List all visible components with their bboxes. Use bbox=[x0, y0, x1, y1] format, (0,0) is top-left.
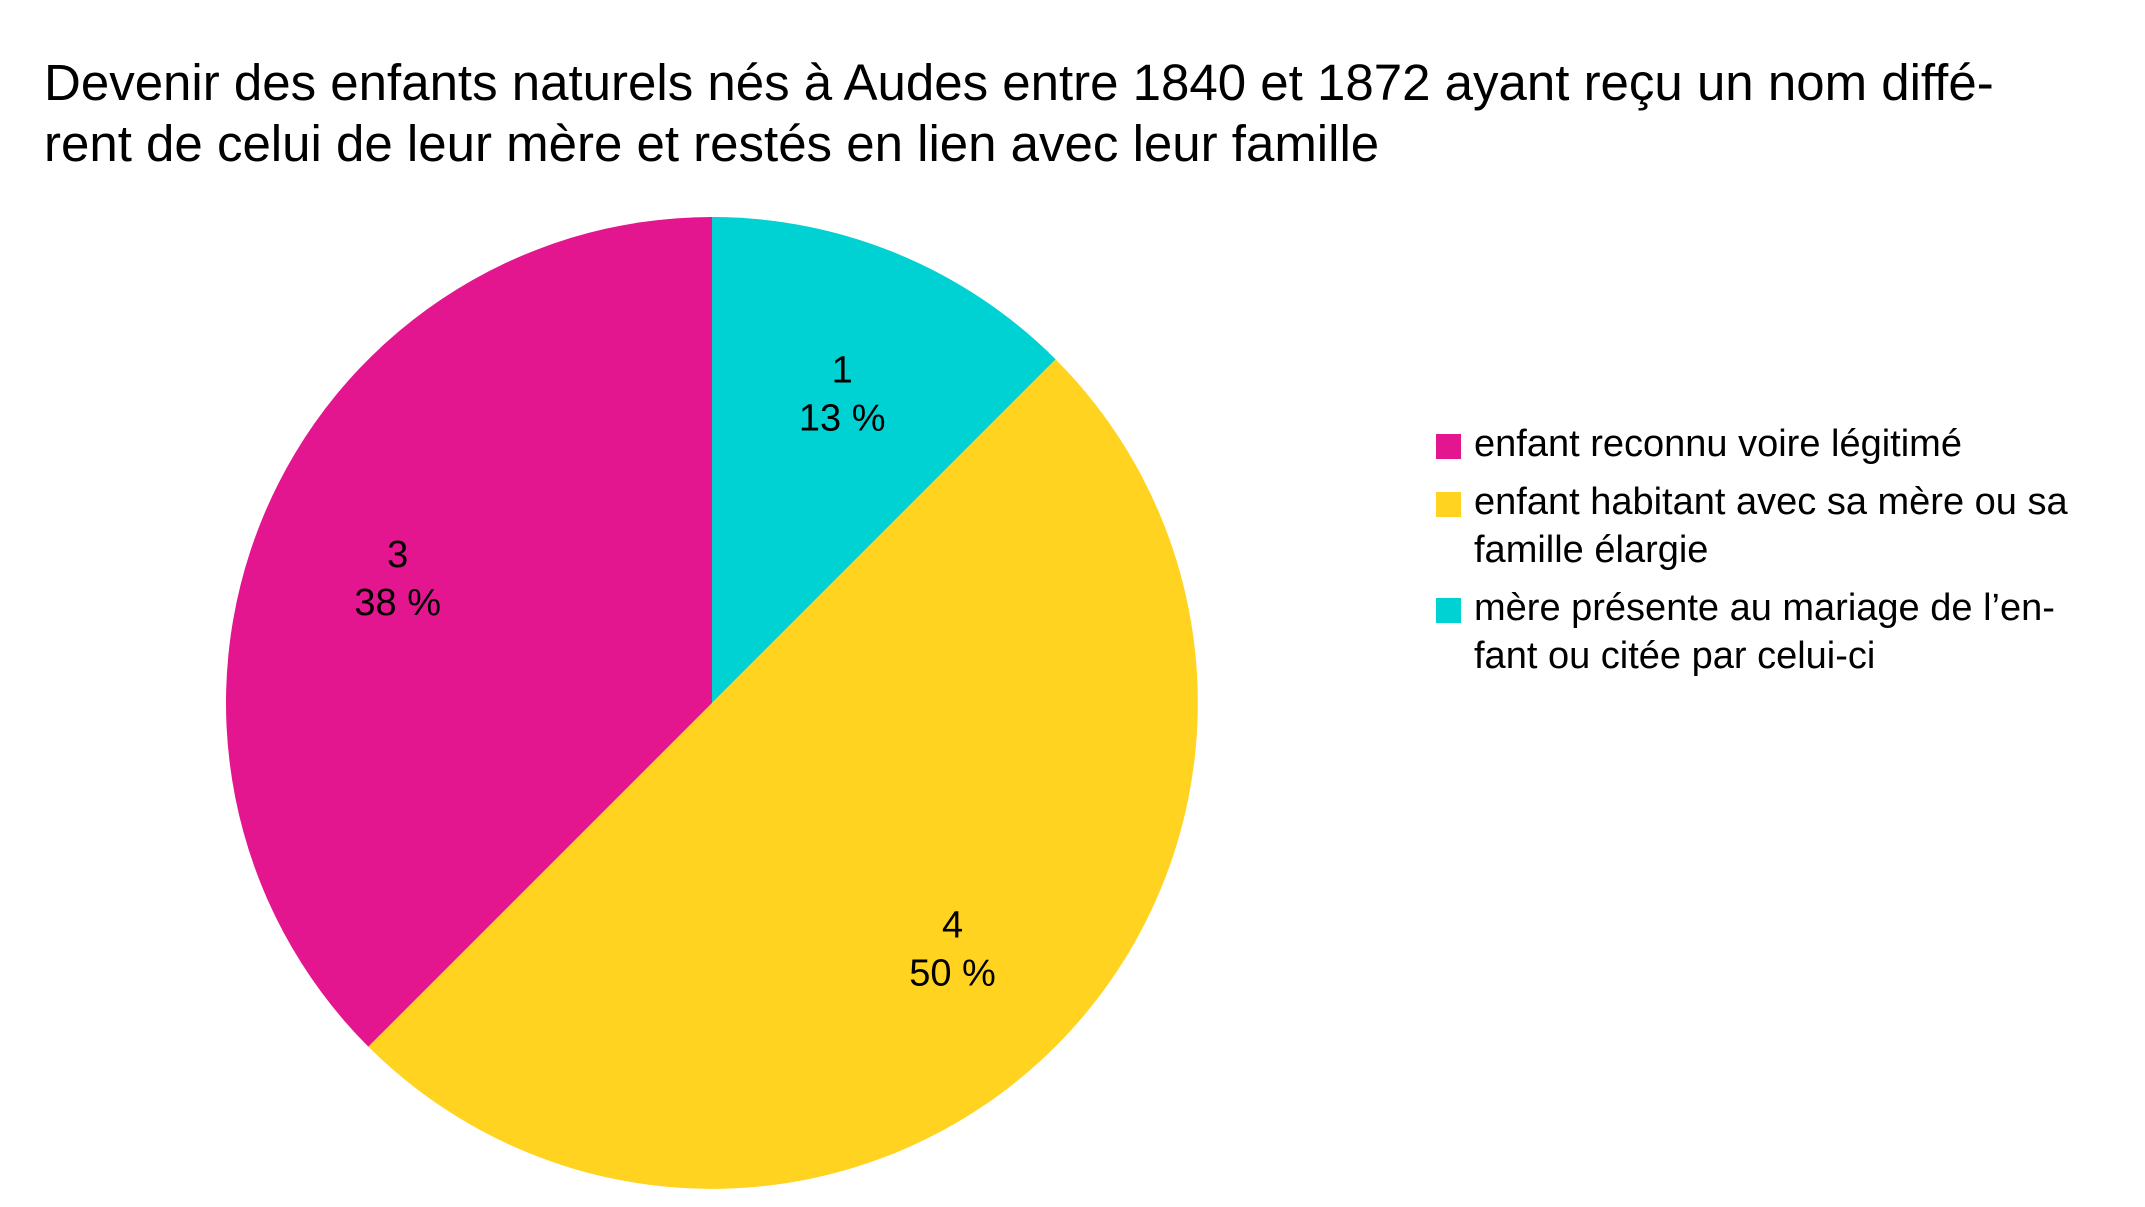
legend-label-1-0: enfant habitant avec sa mère ou sa bbox=[1474, 481, 2068, 523]
slice-value-label-2: 3 bbox=[387, 534, 408, 576]
pie-slice-1 bbox=[368, 359, 1198, 1189]
slice-percent-label-1: 50 % bbox=[909, 953, 996, 995]
legend-label-0-1: fant ou citée par celui-ci bbox=[1474, 635, 1876, 677]
pie-slice-2 bbox=[225, 216, 712, 1047]
legend-item-0: mère présente au mariage de l’en-fant ou… bbox=[1436, 584, 2136, 680]
chart-title-line-2: rent de celui de leur mère et restés en … bbox=[44, 115, 1380, 172]
chart-title: Devenir des enfants naturels nés à Audes… bbox=[44, 52, 2124, 174]
slice-percent-label-0: 13 % bbox=[799, 398, 886, 440]
slice-percent-label-2: 38 % bbox=[354, 582, 441, 624]
legend-swatch-1 bbox=[1436, 492, 1461, 517]
legend-label-2-0: enfant reconnu voire légitimé bbox=[1474, 423, 1962, 465]
pie-slice-0 bbox=[712, 217, 1056, 703]
legend-item-2: enfant reconnu voire légitimé bbox=[1436, 420, 2136, 468]
legend-swatch-2 bbox=[1436, 434, 1461, 459]
legend-item-1: enfant habitant avec sa mère ou sa famill… bbox=[1436, 478, 2136, 574]
legend-label-0-0: mère présente au mariage de l’en- bbox=[1474, 587, 2055, 629]
legend-label-1-1: famille élargie bbox=[1474, 529, 1709, 571]
chart-title-line-1: Devenir des enfants naturels nés à Audes… bbox=[44, 54, 1994, 111]
legend-swatch-0 bbox=[1436, 598, 1461, 623]
slice-value-label-0: 1 bbox=[832, 350, 853, 392]
chart-legend: enfant reconnu voire légitimé enfant habi… bbox=[1436, 420, 2136, 690]
slice-value-label-1: 4 bbox=[942, 905, 963, 947]
